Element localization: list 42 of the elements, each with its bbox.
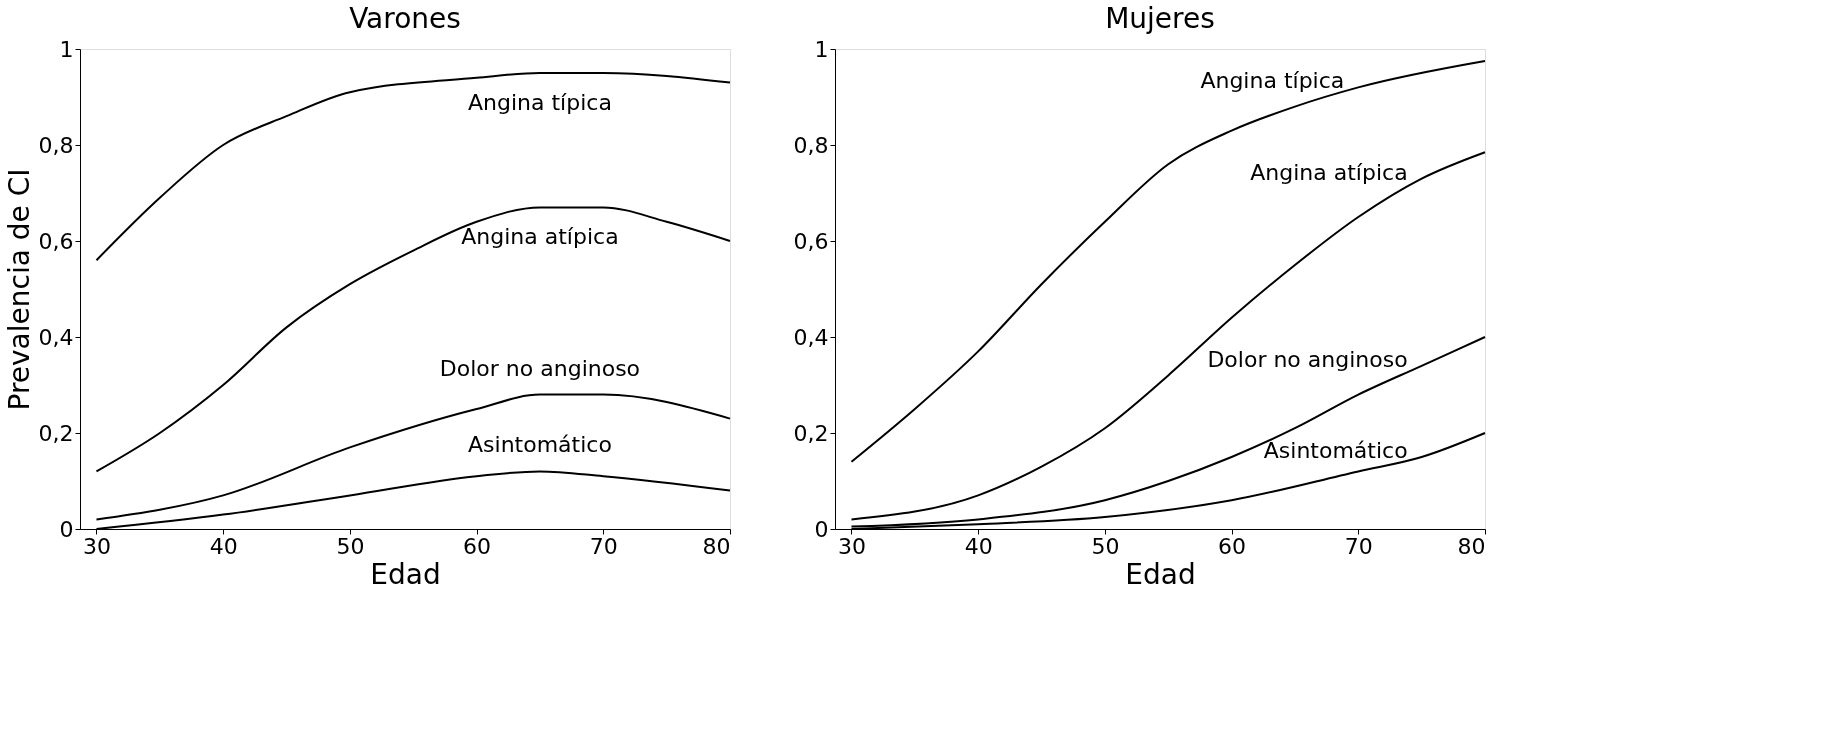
y-tick-label: 0,6 xyxy=(38,228,74,254)
series-label: Angina atípica xyxy=(461,224,619,250)
x-axis-title: Edad xyxy=(370,557,441,591)
x-tick-label: 80 xyxy=(702,533,731,559)
y-tick-label: 0,6 xyxy=(793,228,829,254)
series-label: Angina típica xyxy=(468,90,612,115)
chart-title: Varones xyxy=(349,2,461,35)
y-tick-label: 0,8 xyxy=(793,132,829,158)
series-label: Asintomático xyxy=(1263,438,1408,463)
series-label: Angina atípica xyxy=(1250,159,1408,185)
series-label: Dolor no anginoso xyxy=(1207,346,1408,372)
y-tick-label: 1 xyxy=(814,36,829,62)
x-tick-label: 40 xyxy=(964,533,993,559)
chart-title: Mujeres xyxy=(1105,2,1215,35)
y-tick-label: 0,4 xyxy=(38,324,74,350)
y-tick-label: 0 xyxy=(814,516,829,542)
x-tick-label: 70 xyxy=(1344,533,1373,559)
x-tick-label: 80 xyxy=(1457,533,1486,559)
line-series xyxy=(850,151,1486,521)
x-tick-label: 70 xyxy=(589,533,618,559)
x-tick-label: 50 xyxy=(1091,533,1120,559)
y-tick-label: 0 xyxy=(59,516,74,542)
x-axis-title: Edad xyxy=(1125,557,1196,591)
x-tick-label: 30 xyxy=(837,533,866,559)
y-tick-label: 0,2 xyxy=(793,420,829,446)
series-label: Asintomático xyxy=(468,432,612,458)
y-tick-label: 1 xyxy=(59,36,74,62)
x-tick-label: 40 xyxy=(209,533,238,559)
x-tick-label: 60 xyxy=(463,533,492,559)
x-tick-label: 30 xyxy=(82,533,111,559)
line-series xyxy=(95,206,731,473)
series-label: Angina típica xyxy=(1200,68,1345,94)
x-tick-label: 50 xyxy=(336,533,365,559)
line-series xyxy=(95,393,731,521)
y-tick-label: 0,2 xyxy=(38,420,74,446)
line-series xyxy=(850,60,1486,463)
y-tick-label: 0,4 xyxy=(793,324,829,350)
series-label: Dolor no anginoso xyxy=(439,355,641,381)
y-axis-title: Prevalencia de CI xyxy=(2,168,36,411)
line-series xyxy=(95,72,731,262)
y-tick-label: 0,8 xyxy=(38,132,74,158)
x-tick-label: 60 xyxy=(1218,533,1247,559)
